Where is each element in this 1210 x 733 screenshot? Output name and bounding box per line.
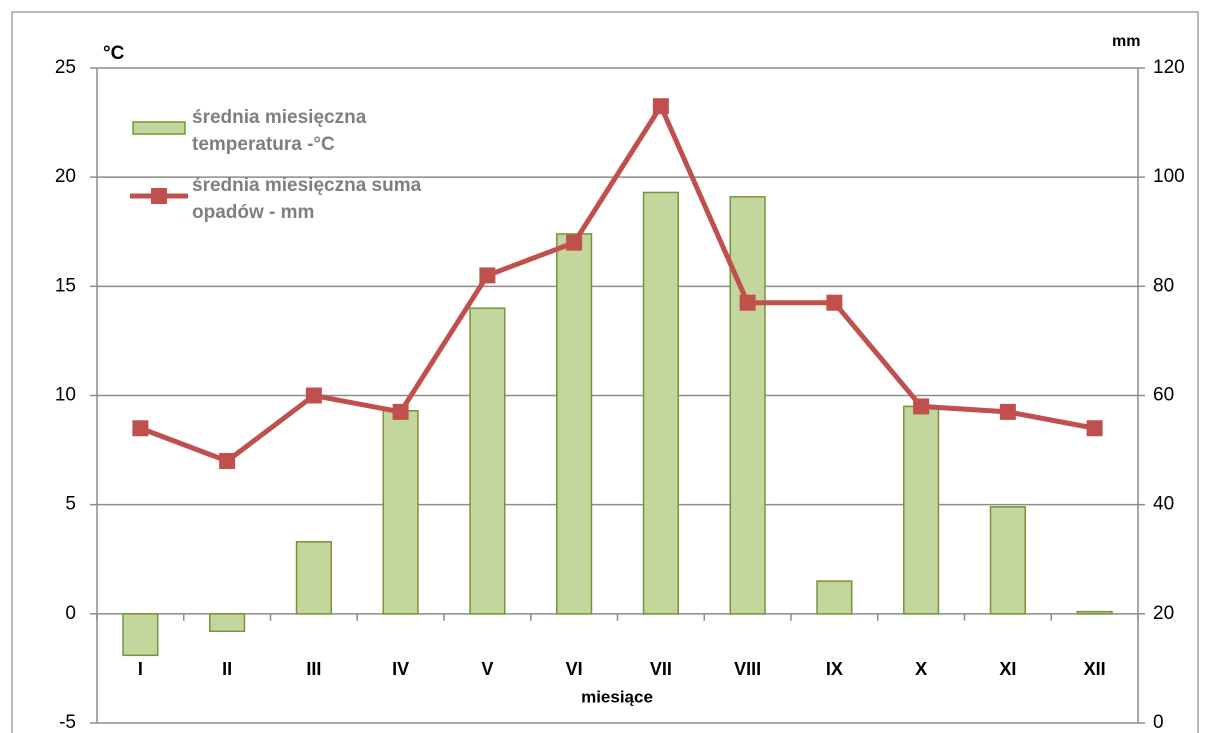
y-tick-label: 15	[55, 275, 76, 296]
marker	[913, 398, 930, 415]
bar	[1076, 610, 1113, 615]
marker	[305, 387, 322, 404]
marker	[826, 294, 843, 311]
y2-tick-label: 20	[1153, 603, 1174, 624]
x-tick-label: XI	[999, 659, 1016, 679]
x-tick-label: VII	[650, 659, 672, 679]
marker	[1086, 420, 1103, 437]
y2-tick-label: 40	[1153, 494, 1174, 515]
bar	[122, 613, 159, 657]
marker	[479, 267, 496, 284]
bar	[209, 613, 246, 633]
y-tick-label: 20	[55, 166, 76, 187]
y-tick-label: 25	[55, 57, 76, 78]
x-tick-label: XII	[1084, 659, 1106, 679]
marker	[999, 403, 1016, 420]
y2-tick-label: 120	[1153, 57, 1185, 78]
marker	[392, 403, 409, 420]
x-tick-label: I	[138, 659, 143, 679]
bar	[816, 580, 853, 615]
x-tick-label: VI	[566, 659, 583, 679]
marker	[566, 234, 583, 251]
marker	[132, 420, 149, 437]
legend-label: średnia miesięczna temperatura -°C	[192, 107, 367, 155]
legend-label: średnia miesięczna suma opadów - mm	[192, 175, 422, 223]
legend-swatch	[132, 121, 186, 135]
marker	[219, 453, 236, 469]
frame	[11, 11, 1199, 733]
bar	[556, 233, 593, 615]
y-tick-label: -5	[59, 712, 76, 733]
bar	[642, 191, 679, 615]
marker	[739, 294, 756, 311]
y-tick-label: 5	[65, 494, 76, 515]
bar	[989, 506, 1026, 615]
x-tick-label: IX	[826, 659, 843, 679]
x-tick-label: IV	[392, 659, 409, 679]
bar	[382, 410, 419, 615]
y2-tick-label: 0	[1153, 712, 1164, 733]
x-tick-label: V	[481, 659, 493, 679]
bar	[903, 405, 940, 615]
bar	[469, 307, 506, 615]
y2-axis-label: mm	[1112, 33, 1140, 50]
y2-tick-label: 100	[1153, 166, 1185, 187]
y2-tick-label: 60	[1153, 385, 1174, 406]
y-tick-label: 10	[55, 385, 76, 406]
x-axis-label: miesiące	[581, 687, 653, 706]
bar	[295, 541, 332, 615]
y2-tick-label: 80	[1153, 275, 1174, 296]
y-tick-label: 0	[65, 603, 76, 624]
legend-swatch	[151, 188, 167, 204]
line	[139, 100, 1096, 464]
bar	[729, 196, 766, 615]
x-tick-label: VIII	[734, 659, 761, 679]
x-tick-label: III	[306, 659, 321, 679]
y-axis-label: °C	[103, 43, 125, 64]
marker	[652, 98, 669, 115]
x-tick-label: X	[915, 659, 927, 679]
x-tick-label: II	[222, 659, 232, 679]
